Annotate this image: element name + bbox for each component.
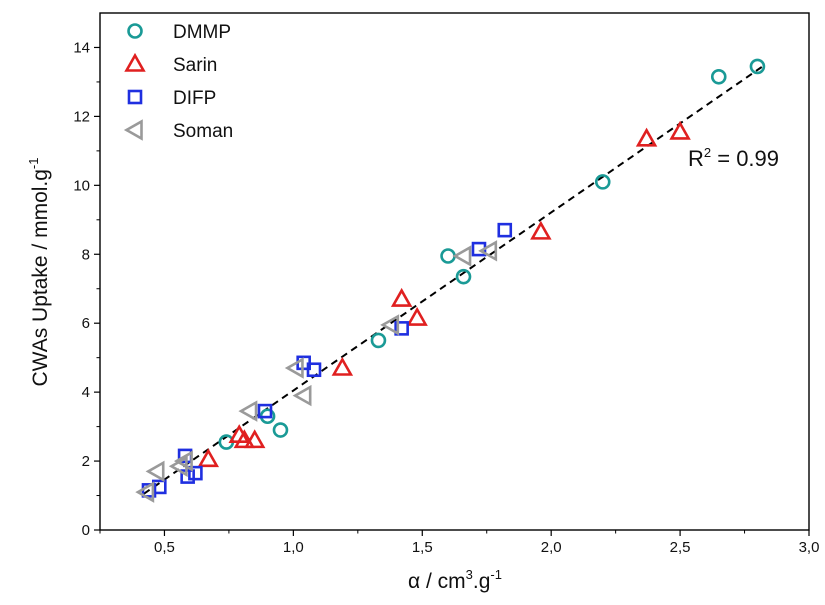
data-point-sarin [233, 429, 256, 449]
data-point-dmmp [749, 58, 766, 75]
plot-area-frame [99, 12, 810, 531]
fit-annotation: R2 = 0.99 [688, 145, 779, 171]
data-point-sarin [635, 127, 658, 147]
data-point-dmmp [272, 422, 289, 438]
legend-label-dmmp: DMMP [173, 22, 231, 43]
annotation-superscript: 2 [704, 145, 711, 160]
legend-marker-difp [127, 89, 143, 105]
data-point-soman [284, 357, 304, 379]
y-tick-label: 4 [82, 384, 90, 401]
legend-item-soman: Soman [123, 119, 233, 142]
data-point-sarin [669, 120, 691, 140]
legend-marker-dmmp [127, 23, 143, 39]
y-tick-label: 2 [82, 453, 90, 470]
x-tick-label: 2,0 [541, 539, 562, 556]
legend: DMMP Sarin DIFP Soman [123, 22, 233, 142]
x-tick-label: 2,5 [670, 539, 691, 556]
data-point-dmmp [455, 268, 472, 285]
y-tick-label: 14 [73, 39, 90, 56]
data-point-dmmp [710, 68, 727, 85]
legend-marker-soman [123, 119, 143, 141]
x-tick-label: 0,5 [154, 539, 175, 556]
data-point-soman [238, 400, 258, 422]
legend-marker-sarin [124, 52, 146, 72]
legend-item-sarin: Sarin [124, 52, 217, 76]
x-axis-title-main: α / cm [408, 570, 466, 593]
data-point-soman [145, 460, 165, 483]
data-point-soman [380, 314, 400, 336]
annotation-rest: = 0.99 [711, 146, 779, 171]
data-point-soman [478, 240, 498, 262]
data-point-difp [394, 321, 409, 336]
x-tick-label: 3,0 [799, 539, 820, 556]
y-tick-label: 10 [73, 177, 90, 194]
y-tick-label: 8 [82, 246, 90, 263]
data-point-soman [135, 481, 155, 503]
data-point-difp [497, 222, 513, 238]
y-tick-label: 0 [82, 522, 90, 539]
data-points-layer [135, 58, 766, 503]
data-point-sarin [530, 220, 552, 240]
x-axis-title-sup2: -1 [490, 567, 502, 582]
y-tick-label: 6 [82, 315, 90, 332]
data-point-sarin [331, 356, 354, 376]
data-point-soman [452, 245, 472, 267]
annotation-main: R [688, 146, 704, 171]
x-tick-label: 1,5 [412, 539, 433, 556]
legend-item-difp: DIFP [127, 88, 216, 109]
data-point-sarin [197, 448, 220, 468]
data-point-sarin [406, 306, 428, 326]
fit-line [143, 65, 764, 495]
x-axis-title-sup1: 3 [466, 567, 473, 582]
x-tick-label: 1,0 [283, 539, 304, 556]
legend-item-dmmp: DMMP [127, 22, 231, 43]
y-axis-title-sup: -1 [26, 158, 41, 170]
data-point-soman [292, 384, 312, 407]
data-point-sarin [390, 287, 413, 307]
data-point-dmmp [594, 174, 611, 190]
data-point-difp [188, 465, 203, 481]
y-axis-title: CWAs Uptake / mmol.g-1 [26, 158, 52, 387]
data-point-sarin [243, 429, 266, 449]
legend-label-soman: Soman [173, 121, 233, 142]
y-tick-label: 12 [73, 108, 90, 125]
y-axis-title-main: CWAs Uptake / mmol.g [29, 169, 52, 386]
x-axis-title: α / cm3.g-1 [408, 567, 502, 593]
legend-label-sarin: Sarin [173, 55, 217, 76]
legend-label-difp: DIFP [173, 88, 216, 109]
x-axis-title-mid: .g [473, 570, 491, 593]
fit-line-layer [143, 65, 764, 495]
axis-ticks: 0,5 1,0 1,5 2,0 2,5 3,0 0 2 4 6 8 10 12 14 [73, 39, 819, 556]
data-point-dmmp [370, 332, 387, 349]
data-point-soman [173, 450, 193, 472]
data-point-difp [306, 362, 322, 378]
data-point-difp [257, 403, 273, 419]
